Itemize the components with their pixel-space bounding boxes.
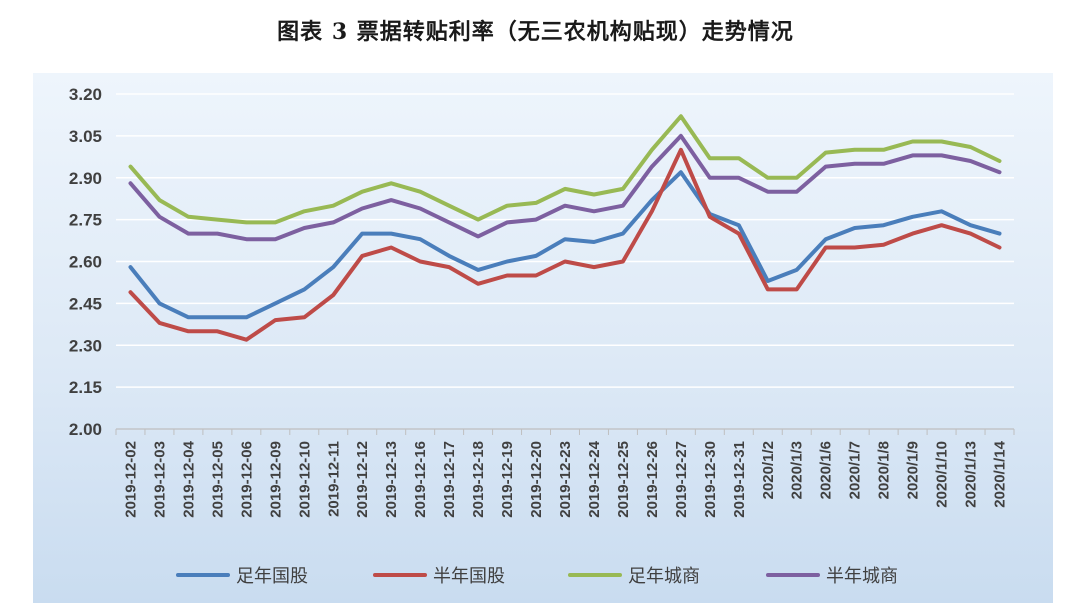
legend-label: 足年城商 <box>628 566 700 587</box>
x-tick-label: 2019-12-27 <box>673 441 690 518</box>
series-line-3 <box>128 114 1002 225</box>
x-tick-label: 2019-12-06 <box>238 441 255 518</box>
x-tick-label: 2019-12-24 <box>586 440 603 517</box>
legend-label: 足年国股 <box>236 566 308 587</box>
y-tick-label: 2.90 <box>69 169 102 188</box>
x-tick-label: 2020/1/8 <box>876 441 893 499</box>
x-tick-label: 2019-12-09 <box>267 441 284 518</box>
x-tick-label: 2020/1/10 <box>934 441 951 508</box>
x-tick-label: 2019-12-25 <box>615 441 632 518</box>
y-tick-label: 3.05 <box>69 127 102 146</box>
chart-area <box>33 73 1053 603</box>
x-tick-label: 2019-12-20 <box>528 441 545 518</box>
y-tick-label: 2.00 <box>69 420 102 439</box>
x-tick-label: 2019-12-05 <box>209 441 226 518</box>
y-tick-label: 2.60 <box>69 253 102 272</box>
x-tick-label: 2020/1/14 <box>992 440 1009 507</box>
x-tick-label: 2019-12-23 <box>557 441 574 518</box>
legend-label: 半年国股 <box>433 566 505 587</box>
x-tick-label: 2019-12-12 <box>354 441 371 518</box>
x-tick-label: 2020/1/2 <box>760 441 777 499</box>
x-tick-label: 2020/1/9 <box>905 441 922 499</box>
x-tick-label: 2020/1/7 <box>847 441 864 499</box>
series-line-2 <box>128 147 1002 342</box>
y-tick-label: 2.15 <box>69 378 102 397</box>
series-line-1 <box>128 170 1002 320</box>
x-tick-label: 2019-12-19 <box>499 441 516 518</box>
x-tick-label: 2019-12-16 <box>412 441 429 518</box>
series-line-4 <box>128 133 1002 242</box>
x-tick-label: 2019-12-17 <box>441 441 458 518</box>
chart-title: 图表 3 票据转贴利率（无三农机构贴现）走势情况 <box>277 19 794 45</box>
x-tick-label: 2019-12-31 <box>731 441 748 518</box>
legend-label: 半年城商 <box>826 566 898 587</box>
x-tick-label: 2020/1/13 <box>963 441 980 508</box>
x-tick-label: 2019-12-11 <box>325 441 342 517</box>
x-tick-label: 2019-12-18 <box>470 441 487 518</box>
x-tick-label: 2019-12-13 <box>383 441 400 518</box>
x-tick-label: 2019-12-02 <box>122 441 139 518</box>
x-tick-label: 2019-12-04 <box>180 440 197 517</box>
y-tick-label: 2.30 <box>69 336 102 355</box>
x-tick-label: 2019-12-10 <box>296 441 313 518</box>
y-tick-label: 3.20 <box>69 85 102 104</box>
x-tick-label: 2020/1/3 <box>789 441 806 499</box>
x-tick-label: 2020/1/6 <box>818 441 835 499</box>
y-tick-label: 2.45 <box>69 294 102 313</box>
x-tick-label: 2019-12-26 <box>644 441 661 518</box>
y-tick-label: 2.75 <box>69 211 102 230</box>
x-tick-label: 2019-12-30 <box>702 441 719 518</box>
x-tick-label: 2019-12-03 <box>151 441 168 518</box>
